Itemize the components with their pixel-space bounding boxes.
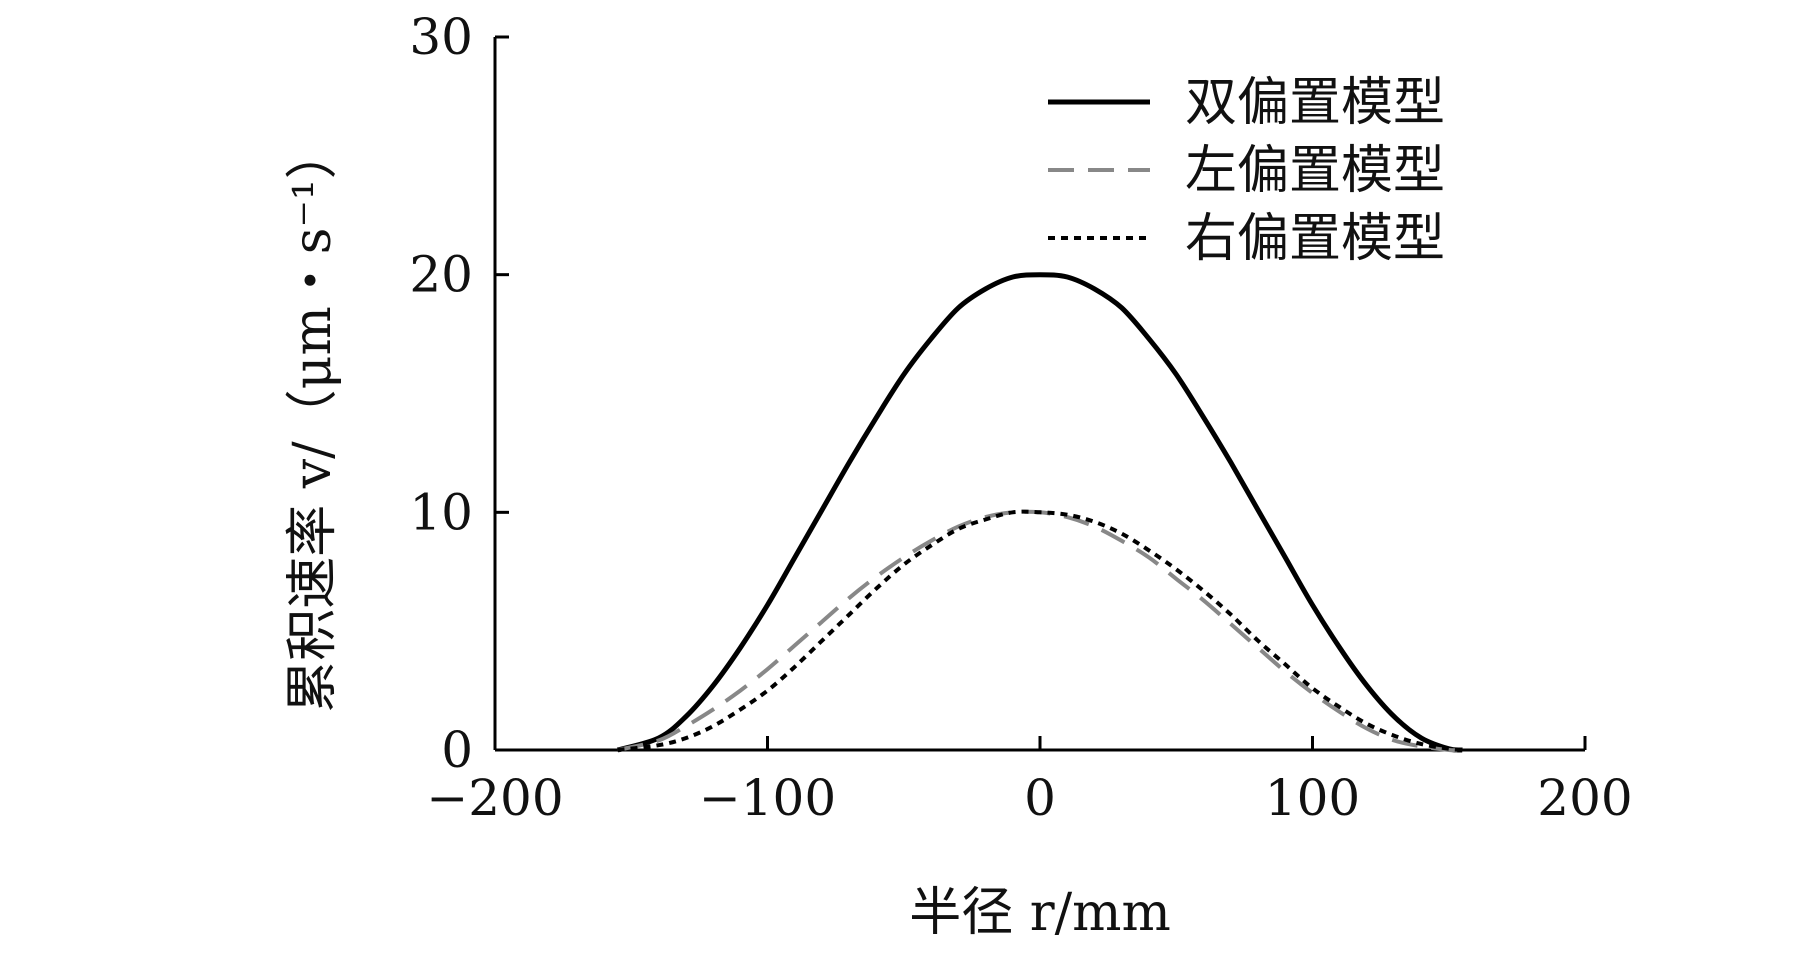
x-tick-label: 200 [1537,769,1632,827]
series-line-1 [616,272,1463,753]
series-line-2 [617,509,1463,753]
x-tick-label: −200 [426,769,563,827]
axis-labels: 半径 r/mm 累积速率 v/（μm・s⁻¹） [283,127,1171,943]
legend-label-2: 左偏置模型 [1185,141,1445,201]
y-tick-label: 20 [409,246,473,304]
x-axis-title: 半径 r/mm [909,883,1171,943]
x-tick-label: 100 [1265,769,1360,827]
ticks: 0 10 20 30 −200 −100 0 100 200 [409,8,1632,827]
y-axis-title: 累积速率 v/（μm・s⁻¹） [283,127,343,713]
x-tick-label: 0 [1024,769,1056,827]
y-tick-label: 30 [409,8,473,66]
series [616,272,1463,753]
legend-label-1: 双偏置模型 [1185,73,1445,133]
y-tick-label: 10 [409,483,473,541]
y-tick-label: 0 [441,721,473,779]
x-tick-label: −100 [699,769,836,827]
legend-label-3: 右偏置模型 [1185,209,1445,269]
series-line-3 [617,509,1463,752]
